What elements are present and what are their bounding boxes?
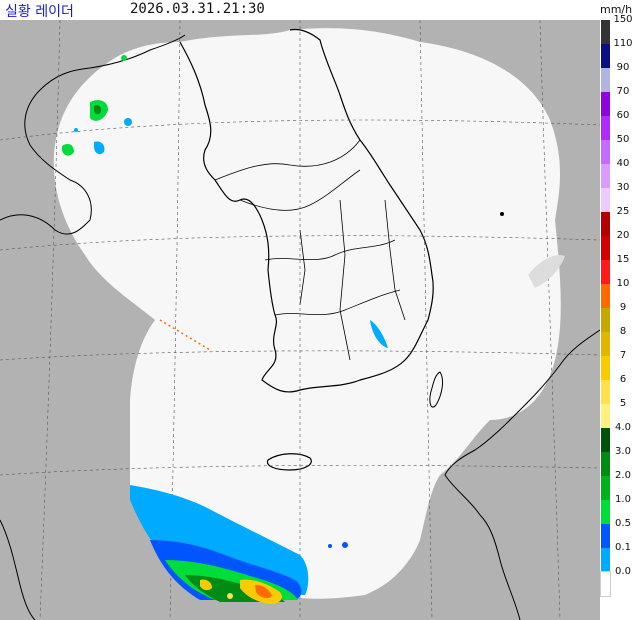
legend-label: 15 bbox=[616, 254, 630, 265]
legend-swatch bbox=[601, 332, 610, 356]
legend-swatch bbox=[601, 20, 610, 44]
legend-label: 25 bbox=[616, 206, 630, 217]
legend-swatch bbox=[601, 548, 610, 572]
legend-swatch bbox=[601, 92, 610, 116]
legend-swatch bbox=[601, 44, 610, 68]
legend-swatch bbox=[601, 380, 610, 404]
legend-row: 70 bbox=[600, 86, 635, 116]
legend-swatch bbox=[601, 188, 610, 212]
legend-row: 50 bbox=[600, 134, 635, 164]
legend-label: 2.0 bbox=[615, 470, 631, 481]
legend-swatch bbox=[601, 452, 610, 476]
legend-label: 7 bbox=[619, 350, 627, 361]
radar-echoes-inland bbox=[370, 320, 388, 348]
radar-echoes-northwest bbox=[62, 55, 132, 156]
legend-swatch bbox=[601, 404, 610, 428]
legend-label: 150 bbox=[613, 14, 633, 25]
legend-swatch bbox=[601, 308, 610, 332]
legend-swatch bbox=[601, 428, 610, 452]
legend-swatch bbox=[600, 571, 611, 597]
legend-row: 9 bbox=[600, 302, 635, 332]
legend-row: 0.1 bbox=[600, 542, 635, 572]
legend-label: 20 bbox=[616, 230, 630, 241]
legend-label: 30 bbox=[616, 182, 630, 193]
legend-label: 0.1 bbox=[615, 542, 631, 553]
observation-time: 2026.03.31.21:30 bbox=[130, 1, 265, 17]
china-coastline-south bbox=[0, 519, 36, 620]
legend-label: 5 bbox=[619, 398, 627, 409]
japan-coastline bbox=[444, 329, 600, 620]
radar-echoes-east-sea bbox=[500, 212, 565, 288]
legend-swatch bbox=[601, 284, 610, 308]
legend-swatch bbox=[601, 212, 610, 236]
legend-row: 0.5 bbox=[600, 518, 635, 548]
china-coastline bbox=[0, 34, 186, 235]
legend-swatch bbox=[601, 260, 610, 284]
legend-row: 2.0 bbox=[600, 470, 635, 500]
legend-swatch bbox=[601, 164, 610, 188]
radar-echoes-south-band bbox=[130, 485, 348, 604]
legend-row: 90 bbox=[600, 62, 635, 92]
legend-row: 60 bbox=[600, 110, 635, 140]
legend-row: 10 bbox=[600, 278, 635, 308]
legend-label: 4.0 bbox=[615, 422, 631, 433]
legend-row: 20 bbox=[600, 230, 635, 260]
legend-label: 50 bbox=[616, 134, 630, 145]
legend-label: 8 bbox=[619, 326, 627, 337]
legend-label: 60 bbox=[616, 110, 630, 121]
legend-row: 110 bbox=[600, 38, 635, 68]
legend-label: 1.0 bbox=[615, 494, 631, 505]
legend-swatch bbox=[601, 140, 610, 164]
legend-row: 3.0 bbox=[600, 446, 635, 476]
legend-row: 0.0 bbox=[600, 566, 635, 597]
legend-label: 3.0 bbox=[615, 446, 631, 457]
legend-label: 40 bbox=[616, 158, 630, 169]
legend-row: 8 bbox=[600, 326, 635, 356]
legend-swatch bbox=[601, 356, 610, 380]
legend-label: 10 bbox=[616, 278, 630, 289]
precipitation-legend: 150 110 90 70 60 50 40 30 25 20 15 10 9 8 7 6 5 4.0 3.0 2.0… bbox=[600, 14, 635, 620]
province-boundaries bbox=[214, 139, 406, 361]
legend-label: 90 bbox=[616, 62, 630, 73]
legend-swatch bbox=[601, 236, 610, 260]
legend-row: 15 bbox=[600, 254, 635, 284]
tsushima-island bbox=[429, 371, 444, 408]
legend-row: 30 bbox=[600, 182, 635, 212]
legend-label: 0.0 bbox=[615, 566, 631, 577]
graticule bbox=[0, 20, 600, 620]
legend-row: 150 bbox=[600, 14, 635, 44]
legend-row: 25 bbox=[600, 206, 635, 236]
legend-row: 4.0 bbox=[600, 422, 635, 452]
legend-swatch bbox=[601, 476, 610, 500]
radar-coverage-area bbox=[53, 28, 561, 599]
legend-row: 6 bbox=[600, 374, 635, 404]
legend-label: 0.5 bbox=[615, 518, 631, 529]
product-title: 실황 레이더 bbox=[5, 4, 74, 20]
legend-row: 40 bbox=[600, 158, 635, 188]
legend-unit: mm/h bbox=[600, 3, 633, 16]
legend-row: 7 bbox=[600, 350, 635, 380]
legend-swatch bbox=[601, 68, 610, 92]
radar-map[interactable] bbox=[0, 20, 600, 620]
legend-label: 6 bbox=[619, 374, 627, 385]
korea-coastline bbox=[179, 28, 434, 393]
legend-label: 110 bbox=[613, 38, 633, 49]
legend-swatch bbox=[601, 524, 610, 548]
legend-swatch bbox=[601, 116, 610, 140]
legend-label: 70 bbox=[616, 86, 630, 97]
legend-row: 5 bbox=[600, 398, 635, 428]
legend-label: 9 bbox=[619, 302, 627, 313]
header-bar: 실황 레이더 2026.03.31.21:30 mm/h bbox=[0, 0, 635, 20]
legend-swatch bbox=[601, 500, 610, 524]
legend-row: 1.0 bbox=[600, 494, 635, 524]
